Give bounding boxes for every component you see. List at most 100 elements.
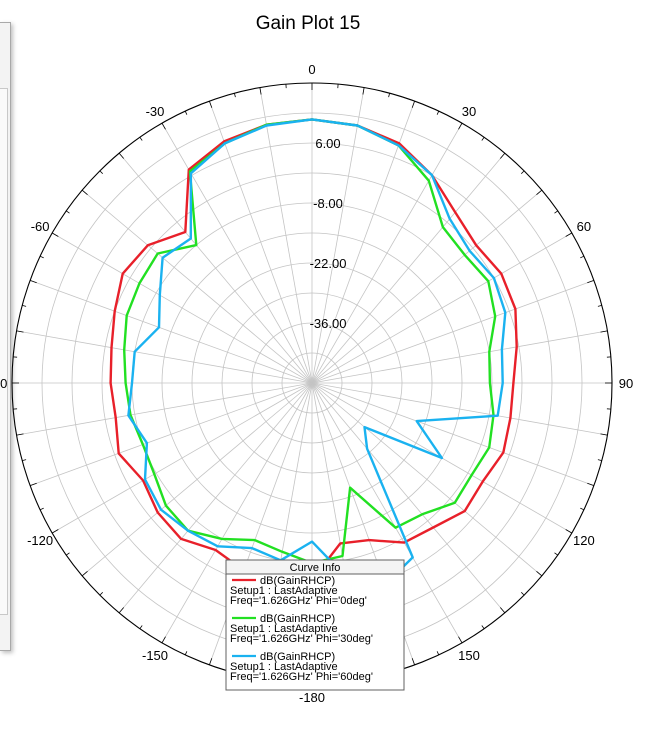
ring-tick	[118, 152, 125, 159]
ring-tick	[161, 123, 166, 130]
radial-tick-label: -8.00	[313, 196, 343, 211]
chart-title: Gain Plot 15	[256, 13, 361, 34]
ring-tick	[580, 507, 585, 511]
legend-freq: Freq='1.626GHz' Phi='60deg'	[230, 671, 373, 683]
polar-grid	[11, 82, 613, 684]
ring-tick	[81, 570, 88, 577]
ring-tick	[99, 170, 103, 174]
grid-ring	[251, 322, 373, 444]
grid-ring	[161, 232, 463, 534]
ring-tick	[209, 658, 213, 666]
curve-info-legend[interactable]: Curve Info dB(GainRHCP)Setup1 : LastAdap…	[225, 559, 405, 691]
angle-tick-label: -180	[299, 690, 325, 705]
radial-labels: 6.00 -8.00 -22.00 -36.00	[310, 136, 347, 331]
ring-tick	[16, 330, 24, 333]
legend-title: Curve Info	[290, 562, 341, 574]
ring-tick	[597, 459, 602, 461]
ring-tick	[436, 651, 440, 656]
radial-tick-label: -22.00	[310, 256, 347, 271]
angle-tick-label: 30	[462, 104, 476, 119]
ring-tick	[600, 330, 608, 333]
legend-frame	[225, 559, 405, 691]
angle-tick-label: -120	[27, 533, 53, 548]
ring-tick	[81, 189, 88, 196]
legend-setup: Setup1 : LastAdaptive	[230, 585, 338, 597]
ring-tick	[52, 529, 59, 534]
radial-tick-label: 6.00	[315, 136, 340, 151]
ring-tick	[521, 170, 525, 174]
ring-tick	[66, 210, 70, 214]
ring-tick	[458, 636, 463, 643]
legend-entries: dB(GainRHCP)Setup1 : LastAdaptiveFreq='1…	[230, 575, 373, 683]
ring-tick	[259, 87, 262, 95]
legend-freq: Freq='1.626GHz' Phi='0deg'	[230, 595, 367, 607]
ring-tick	[587, 280, 595, 284]
angle-tick-label: 0	[308, 62, 315, 77]
ring-tick	[580, 255, 585, 259]
legend-series-name: dB(GainRHCP)	[260, 651, 335, 663]
ring-tick	[411, 100, 415, 108]
gain-curve-2	[127, 118, 507, 586]
grid-ring	[281, 352, 343, 414]
angle-tick-label: -30	[146, 104, 165, 119]
ring-tick	[118, 607, 125, 614]
ring-tick	[436, 110, 440, 115]
ring-tick	[597, 305, 602, 307]
angle-tick-label: 60	[577, 219, 591, 234]
angle-tick-label: 150	[458, 648, 480, 663]
ring-tick	[499, 607, 506, 614]
ring-tick	[184, 651, 188, 656]
grid-ring	[221, 292, 403, 474]
gain-curve-0	[109, 118, 518, 587]
ring-tick	[600, 433, 608, 436]
ring-tick	[29, 280, 37, 284]
ring-tick	[587, 482, 595, 486]
ring-tick	[411, 658, 415, 666]
ring-tick	[536, 189, 543, 196]
legend-series-name: dB(GainRHCP)	[260, 613, 335, 625]
ring-tick	[499, 152, 506, 159]
ring-tick	[99, 592, 103, 596]
radial-tick-label: -36.00	[310, 316, 347, 331]
ring-tick	[481, 137, 485, 141]
ring-tick	[39, 507, 44, 511]
ring-tick	[481, 625, 485, 629]
side-panel-edge	[0, 22, 11, 651]
ring-tick	[139, 625, 143, 629]
legend-setup: Setup1 : LastAdaptive	[230, 623, 338, 635]
gain-curves	[109, 118, 518, 587]
ring-tick	[139, 137, 143, 141]
ring-tick	[234, 93, 236, 98]
side-panel-inner	[0, 88, 8, 615]
ring-tick	[29, 482, 37, 486]
ring-tick	[22, 305, 27, 307]
ring-tick	[565, 529, 572, 534]
ring-tick	[565, 232, 572, 237]
ring-tick	[184, 110, 188, 115]
legend-freq: Freq='1.626GHz' Phi='30deg'	[230, 633, 373, 645]
ring-tick	[521, 592, 525, 596]
angle-tick-label: -60	[31, 219, 50, 234]
angle-tick-label: 90	[619, 376, 633, 391]
ring-tick	[554, 552, 558, 556]
ring-tick	[22, 459, 27, 461]
ring-tick	[39, 255, 44, 259]
ring-tick	[66, 552, 70, 556]
angle-tick-label: 120	[573, 533, 595, 548]
angle-tick-label: -90	[0, 376, 7, 391]
ring-tick	[388, 93, 390, 98]
ring-tick	[458, 123, 463, 130]
ring-tick	[16, 433, 24, 436]
angle-labels: 0 30 60 90 120 150 -180 -150 -120 -90 -60 -30	[0, 62, 633, 705]
ring-tick	[554, 210, 558, 214]
ring-tick	[209, 100, 213, 108]
grid-ring	[191, 262, 433, 504]
legend-setup: Setup1 : LastAdaptive	[230, 661, 338, 673]
legend-header	[225, 559, 405, 575]
ring-tick	[362, 87, 365, 95]
ring-tick	[536, 570, 543, 577]
legend-series-name: dB(GainRHCP)	[260, 575, 335, 587]
ring-tick	[161, 636, 166, 643]
angle-tick-label: -150	[142, 648, 168, 663]
